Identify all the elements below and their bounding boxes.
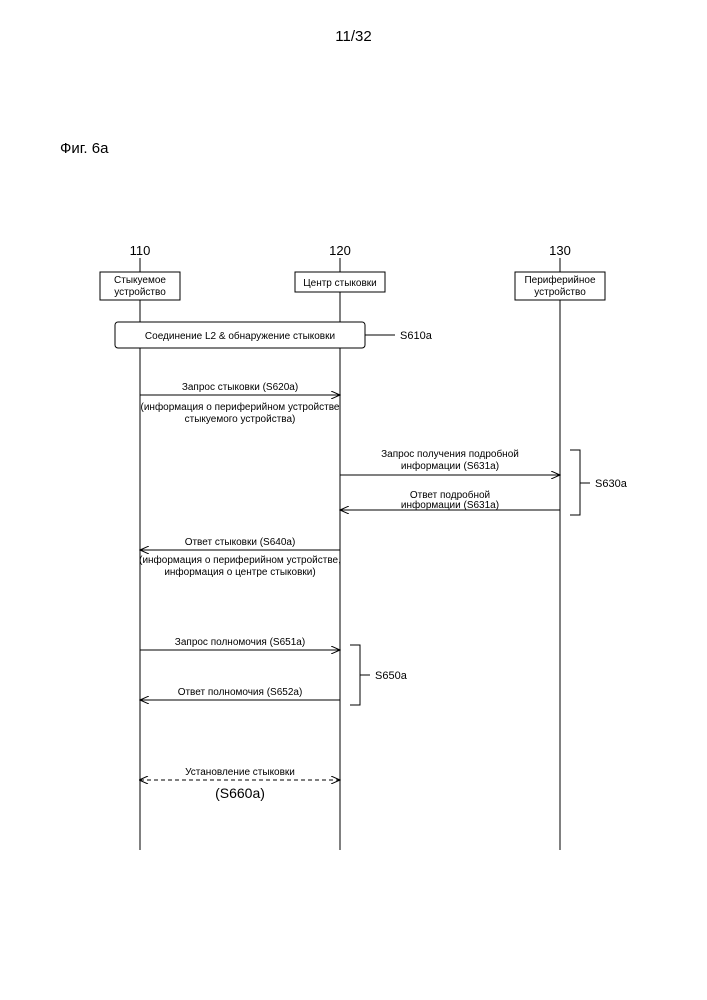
label-s660a: Установление стыковки bbox=[185, 767, 295, 778]
lane-title-left-2: устройство bbox=[114, 287, 166, 298]
bracket-s630a bbox=[570, 450, 590, 515]
lane-title-left-1: Стыкуемое bbox=[114, 275, 166, 286]
connection-box-label: Соединение L2 & обнаружение стыковки bbox=[145, 330, 335, 342]
label-s631a-req-2: информации (S631a) bbox=[401, 460, 499, 472]
bracket-label-s630a: S630a bbox=[595, 478, 628, 490]
below-s660a: (S660a) bbox=[215, 785, 265, 801]
label-s652a: Ответ полномочия (S652a) bbox=[178, 687, 303, 698]
lane-num-center: 120 bbox=[329, 243, 351, 258]
label-s651a: Запрос полномочия (S651a) bbox=[175, 637, 305, 648]
label-s631a-resp-2: информации (S631a) bbox=[401, 499, 499, 511]
bracket-s650a bbox=[350, 645, 370, 705]
lane-title-right-1: Периферийное bbox=[524, 274, 596, 286]
sub-s620a-2: стыкуемого устройства) bbox=[185, 414, 296, 425]
lane-title-center: Центр стыковки bbox=[303, 278, 377, 289]
lane-title-right-2: устройство bbox=[534, 287, 586, 298]
connection-box-tag: S610a bbox=[400, 330, 433, 342]
lane-num-left: 110 bbox=[130, 243, 151, 258]
sub-s640a-1: (информация о периферийном устройстве, bbox=[139, 554, 341, 566]
label-s640a: Ответ стыковки (S640a) bbox=[185, 537, 296, 548]
sub-s640a-2: информация о центре стыковки) bbox=[164, 566, 315, 578]
sequence-diagram: 110 120 130 Стыкуемое устройство Центр с… bbox=[0, 0, 707, 1000]
label-s631a-req-1: Запрос получения подробной bbox=[381, 448, 519, 460]
sub-s620a-1: (информация о периферийном устройстве bbox=[141, 401, 340, 413]
lane-num-right: 130 bbox=[549, 243, 571, 258]
label-s620a: Запрос стыковки (S620a) bbox=[182, 382, 298, 393]
bracket-label-s650a: S650a bbox=[375, 670, 408, 682]
